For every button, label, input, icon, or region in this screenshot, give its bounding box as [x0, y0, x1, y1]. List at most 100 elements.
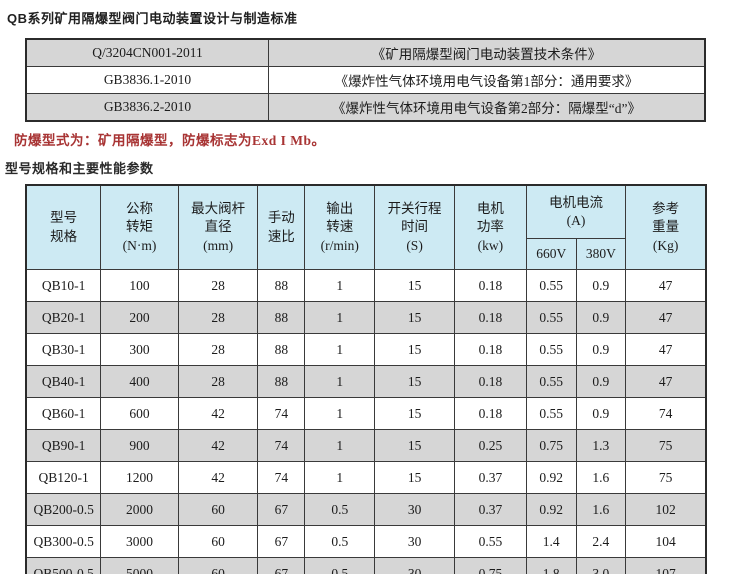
spec-row: QB200-0.5 2000 60 67 0.5 30 0.37 0.92 1.6 102 [25, 493, 707, 526]
cell-motor_power: 0.37 [453, 461, 527, 494]
cell-current_380v: 1.6 [575, 461, 627, 494]
standard-title: 《爆炸性气体环境用电气设备第2部分：隔爆型“d”》 [268, 93, 706, 122]
cell-output_speed: 0.5 [304, 557, 376, 574]
cell-manual_ratio: 88 [257, 301, 306, 334]
standard-code: Q/3204CN001-2011 [25, 38, 269, 67]
cell-stroke_time: 15 [374, 429, 455, 462]
cell-torque: 100 [100, 269, 179, 302]
cell-model: QB20-1 [25, 301, 102, 334]
cell-torque: 3000 [100, 525, 179, 558]
cell-output_speed: 1 [304, 397, 376, 430]
spec-table-header: 型号 规格 公称 转矩 (N·m) 最大阀杆 直径 (mm) 手动 速比 输出 … [25, 184, 707, 270]
cell-output_speed: 1 [304, 429, 376, 462]
cell-stem_diameter: 42 [177, 397, 259, 430]
cell-output_speed: 1 [304, 269, 376, 302]
cell-ref_weight: 104 [625, 525, 707, 558]
header-current-660v: 660V [525, 238, 577, 270]
cell-stem_diameter: 60 [177, 557, 259, 574]
cell-ref_weight: 47 [625, 365, 707, 398]
cell-model: QB120-1 [25, 461, 102, 494]
cell-current_660v: 1.8 [525, 557, 577, 574]
header-model: 型号 规格 [25, 184, 102, 270]
cell-stem_diameter: 60 [177, 525, 259, 558]
cell-motor_power: 0.18 [453, 301, 527, 334]
cell-current_380v: 1.6 [575, 493, 627, 526]
cell-motor_power: 0.18 [453, 397, 527, 430]
standards-row: GB3836.2-2010 《爆炸性气体环境用电气设备第2部分：隔爆型“d”》 [25, 93, 706, 122]
cell-model: QB500-0.5 [25, 557, 102, 574]
document-page: QB系列矿用隔爆型阀门电动装置设计与制造标准 Q/3204CN001-2011 《… [0, 8, 729, 574]
cell-current_380v: 0.9 [575, 269, 627, 302]
spec-row: QB40-1 400 28 88 1 15 0.18 0.55 0.9 47 [25, 365, 707, 398]
cell-stroke_time: 15 [374, 269, 455, 302]
cell-torque: 900 [100, 429, 179, 462]
cell-torque: 400 [100, 365, 179, 398]
cell-current_380v: 2.4 [575, 525, 627, 558]
cell-model: QB300-0.5 [25, 525, 102, 558]
cell-ref_weight: 75 [625, 429, 707, 462]
cell-model: QB40-1 [25, 365, 102, 398]
standards-row: Q/3204CN001-2011 《矿用隔爆型阀门电动装置技术条件》 [25, 38, 706, 67]
cell-current_380v: 0.9 [575, 301, 627, 334]
cell-motor_power: 0.18 [453, 365, 527, 398]
cell-current_380v: 0.9 [575, 365, 627, 398]
spec-row: QB60-1 600 42 74 1 15 0.18 0.55 0.9 74 [25, 397, 707, 430]
header-ref-weight: 参考 重量 (Kg) [625, 184, 707, 270]
header-stroke-time: 开关行程 时间 (S) [374, 184, 455, 270]
header-motor-current: 电机电流 (A) [525, 184, 627, 239]
cell-stem_diameter: 28 [177, 365, 259, 398]
cell-output_speed: 1 [304, 461, 376, 494]
standard-title: 《矿用隔爆型阀门电动装置技术条件》 [268, 38, 706, 67]
cell-current_660v: 0.55 [525, 269, 577, 302]
standards-table: Q/3204CN001-2011 《矿用隔爆型阀门电动装置技术条件》 GB3836.… [25, 38, 706, 122]
cell-current_660v: 0.75 [525, 429, 577, 462]
standard-code: GB3836.2-2010 [25, 93, 269, 122]
cell-output_speed: 1 [304, 333, 376, 366]
cell-current_380v: 0.9 [575, 397, 627, 430]
header-torque: 公称 转矩 (N·m) [100, 184, 179, 270]
section-title: 型号规格和主要性能参数 [5, 161, 154, 176]
cell-stem_diameter: 42 [177, 461, 259, 494]
cell-current_660v: 0.55 [525, 365, 577, 398]
cell-current_660v: 0.55 [525, 333, 577, 366]
cell-motor_power: 0.75 [453, 557, 527, 574]
cell-stroke_time: 15 [374, 397, 455, 430]
spec-row: QB500-0.5 5000 60 67 0.5 30 0.75 1.8 3.0 107 [25, 557, 707, 574]
cell-manual_ratio: 88 [257, 365, 306, 398]
cell-current_660v: 0.92 [525, 493, 577, 526]
cell-motor_power: 0.25 [453, 429, 527, 462]
cell-motor_power: 0.55 [453, 525, 527, 558]
cell-stroke_time: 15 [374, 461, 455, 494]
cell-manual_ratio: 74 [257, 461, 306, 494]
spec-row: QB120-1 1200 42 74 1 15 0.37 0.92 1.6 75 [25, 461, 707, 494]
cell-current_380v: 3.0 [575, 557, 627, 574]
cell-current_660v: 0.92 [525, 461, 577, 494]
header-current-380v: 380V [575, 238, 627, 270]
cell-manual_ratio: 74 [257, 429, 306, 462]
spec-row: QB10-1 100 28 88 1 15 0.18 0.55 0.9 47 [25, 269, 707, 302]
cell-manual_ratio: 88 [257, 269, 306, 302]
cell-model: QB30-1 [25, 333, 102, 366]
spec-table-body: QB10-1 100 28 88 1 15 0.18 0.55 0.9 47 QB20-1 200 28… [25, 269, 707, 574]
cell-stroke_time: 30 [374, 493, 455, 526]
cell-ref_weight: 74 [625, 397, 707, 430]
header-manual-ratio: 手动 速比 [257, 184, 306, 270]
cell-torque: 5000 [100, 557, 179, 574]
cell-output_speed: 0.5 [304, 525, 376, 558]
cell-current_380v: 0.9 [575, 333, 627, 366]
cell-current_380v: 1.3 [575, 429, 627, 462]
standards-table-body: Q/3204CN001-2011 《矿用隔爆型阀门电动装置技术条件》 GB3836.… [25, 38, 706, 122]
cell-ref_weight: 102 [625, 493, 707, 526]
spec-row: QB30-1 300 28 88 1 15 0.18 0.55 0.9 47 [25, 333, 707, 366]
spec-row: QB90-1 900 42 74 1 15 0.25 0.75 1.3 75 [25, 429, 707, 462]
cell-stem_diameter: 28 [177, 269, 259, 302]
page-title: QB系列矿用隔爆型阀门电动装置设计与制造标准 [7, 11, 298, 26]
cell-ref_weight: 47 [625, 333, 707, 366]
cell-model: QB60-1 [25, 397, 102, 430]
cell-stroke_time: 15 [374, 301, 455, 334]
cell-manual_ratio: 67 [257, 557, 306, 574]
cell-stroke_time: 15 [374, 365, 455, 398]
cell-stroke_time: 30 [374, 525, 455, 558]
cell-output_speed: 0.5 [304, 493, 376, 526]
cell-ref_weight: 107 [625, 557, 707, 574]
